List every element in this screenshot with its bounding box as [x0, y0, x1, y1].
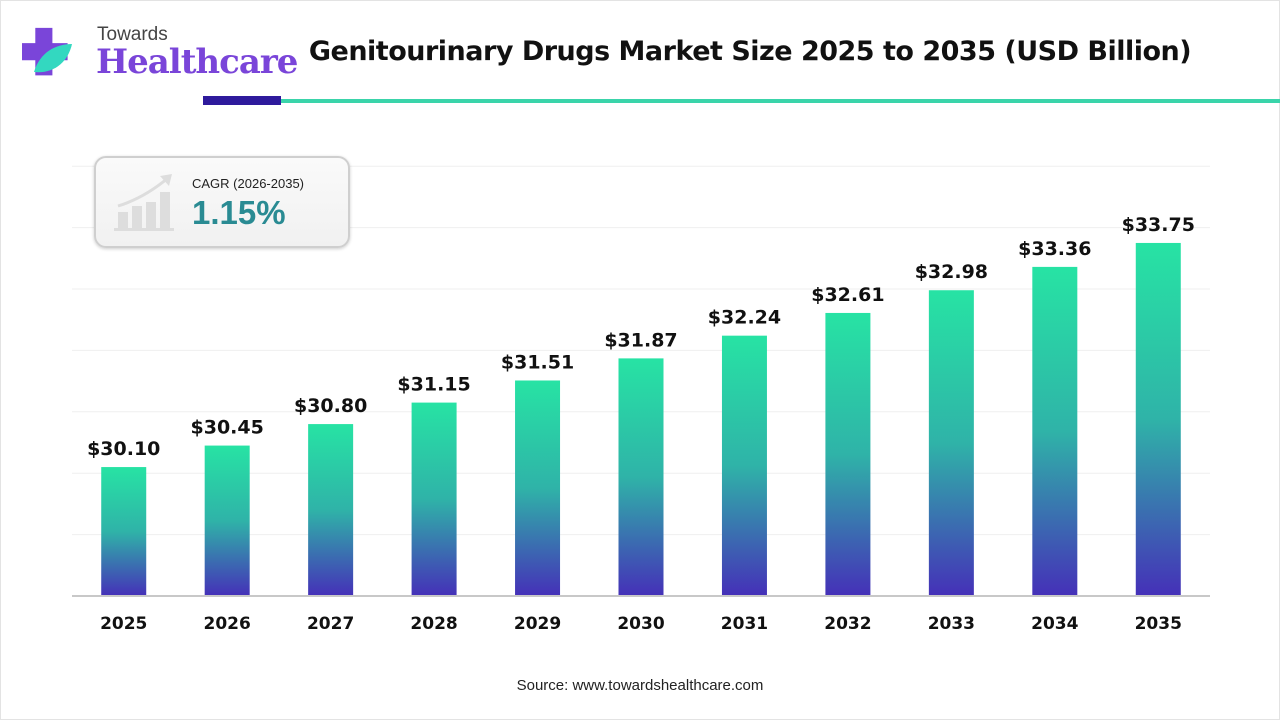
medical-cross-leaf-icon — [22, 27, 72, 76]
growth-chart-icon — [114, 174, 174, 231]
source-note: Source: www.towardshealthcare.com — [516, 677, 764, 694]
logo-text-top: Towards — [97, 24, 168, 45]
x-tick-label: 2026 — [204, 614, 251, 634]
x-tick-label: 2031 — [721, 614, 768, 634]
data-label: $31.15 — [397, 374, 470, 396]
cagr-value: 1.15% — [192, 194, 286, 231]
bar-2032 — [825, 312, 871, 596]
title-underline-dark — [203, 96, 281, 105]
x-tick-label: 2030 — [617, 614, 664, 634]
x-tick-label: 2034 — [1031, 614, 1078, 634]
x-tick-label: 2025 — [100, 614, 147, 634]
x-tick-label: 2035 — [1135, 614, 1182, 634]
bar-2028 — [411, 402, 457, 596]
x-tick-label: 2029 — [514, 614, 561, 634]
cagr-label: CAGR (2026-2035) — [192, 176, 304, 191]
cagr-box: CAGR (2026-2035) 1.15% — [94, 156, 350, 248]
data-label: $32.24 — [708, 307, 781, 329]
x-tick-label: 2033 — [928, 614, 975, 634]
bar-2029 — [515, 380, 561, 596]
bar-2027 — [308, 424, 354, 596]
data-label: $30.45 — [191, 417, 264, 439]
data-label: $33.75 — [1122, 214, 1195, 236]
bar-2030 — [618, 358, 664, 596]
bar-2035 — [1135, 242, 1181, 596]
logo: Towards Healthcare — [22, 22, 298, 82]
bar-2031 — [721, 335, 767, 596]
bar-2033 — [928, 290, 974, 596]
bar-2025 — [101, 467, 147, 596]
x-tick-label: 2028 — [410, 614, 457, 634]
data-label: $32.98 — [915, 261, 988, 283]
data-label: $30.80 — [294, 395, 367, 417]
bar-2026 — [204, 445, 250, 596]
data-label: $31.51 — [501, 351, 574, 373]
x-tick-label: 2032 — [824, 614, 871, 634]
x-tick-label: 2027 — [307, 614, 354, 634]
bar-2034 — [1032, 266, 1078, 596]
chart-title: Genitourinary Drugs Market Size 2025 to … — [308, 36, 1192, 67]
title-underline-light — [281, 99, 1280, 103]
data-label: $32.61 — [811, 284, 884, 306]
data-label: $33.36 — [1018, 238, 1091, 260]
data-label: $30.10 — [87, 438, 160, 460]
logo-text-main: Healthcare — [96, 42, 298, 82]
data-label: $31.87 — [604, 329, 677, 351]
